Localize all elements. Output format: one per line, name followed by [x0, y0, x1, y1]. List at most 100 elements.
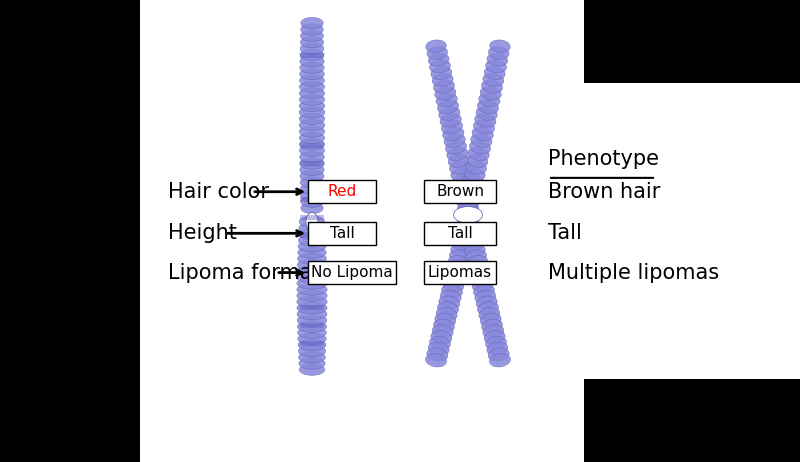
- FancyBboxPatch shape: [308, 261, 396, 284]
- Ellipse shape: [452, 174, 473, 188]
- Ellipse shape: [474, 114, 496, 127]
- Ellipse shape: [487, 53, 508, 66]
- Ellipse shape: [442, 120, 462, 134]
- Ellipse shape: [490, 354, 510, 367]
- Ellipse shape: [427, 47, 448, 59]
- Ellipse shape: [301, 196, 323, 207]
- Ellipse shape: [468, 147, 490, 161]
- FancyBboxPatch shape: [308, 222, 376, 245]
- Ellipse shape: [458, 201, 478, 214]
- Ellipse shape: [300, 36, 324, 48]
- Ellipse shape: [300, 164, 324, 176]
- Ellipse shape: [466, 154, 488, 167]
- Ellipse shape: [297, 296, 327, 308]
- FancyBboxPatch shape: [300, 322, 324, 328]
- Ellipse shape: [466, 161, 486, 174]
- Text: Hair color: Hair color: [168, 182, 269, 202]
- Ellipse shape: [430, 60, 450, 73]
- Ellipse shape: [432, 73, 453, 86]
- Ellipse shape: [438, 107, 460, 121]
- Ellipse shape: [434, 313, 456, 327]
- Ellipse shape: [450, 250, 470, 263]
- Ellipse shape: [464, 168, 485, 181]
- Ellipse shape: [460, 188, 481, 201]
- FancyBboxPatch shape: [424, 180, 496, 203]
- Ellipse shape: [301, 18, 323, 29]
- FancyBboxPatch shape: [300, 340, 324, 346]
- Text: Height: Height: [168, 223, 237, 243]
- Ellipse shape: [454, 232, 474, 246]
- Ellipse shape: [298, 247, 326, 258]
- Ellipse shape: [298, 259, 326, 271]
- FancyBboxPatch shape: [140, 0, 584, 462]
- Ellipse shape: [444, 273, 466, 286]
- Ellipse shape: [474, 290, 496, 304]
- Ellipse shape: [470, 134, 492, 147]
- Ellipse shape: [299, 94, 325, 105]
- Ellipse shape: [440, 114, 462, 127]
- Ellipse shape: [299, 151, 325, 163]
- Ellipse shape: [438, 100, 458, 114]
- Ellipse shape: [297, 309, 327, 320]
- Ellipse shape: [460, 227, 482, 240]
- Ellipse shape: [299, 145, 325, 156]
- Ellipse shape: [434, 87, 456, 100]
- Ellipse shape: [490, 40, 510, 53]
- Ellipse shape: [438, 302, 458, 315]
- Ellipse shape: [300, 176, 324, 188]
- Ellipse shape: [478, 308, 500, 321]
- Ellipse shape: [456, 195, 477, 207]
- Ellipse shape: [486, 60, 506, 73]
- Ellipse shape: [470, 273, 492, 286]
- FancyBboxPatch shape: [300, 304, 324, 310]
- Ellipse shape: [466, 250, 486, 263]
- Ellipse shape: [298, 327, 326, 338]
- Ellipse shape: [466, 255, 488, 269]
- Ellipse shape: [462, 238, 484, 251]
- Ellipse shape: [297, 315, 327, 326]
- Ellipse shape: [446, 261, 468, 274]
- Ellipse shape: [426, 40, 446, 53]
- Text: Red: Red: [327, 184, 357, 199]
- Ellipse shape: [299, 68, 325, 80]
- Ellipse shape: [430, 336, 450, 350]
- Ellipse shape: [298, 253, 326, 264]
- Ellipse shape: [446, 140, 466, 154]
- Ellipse shape: [458, 201, 478, 214]
- Ellipse shape: [459, 195, 480, 207]
- Ellipse shape: [455, 188, 476, 201]
- Ellipse shape: [458, 221, 480, 234]
- Ellipse shape: [464, 244, 486, 257]
- Ellipse shape: [446, 147, 468, 161]
- Ellipse shape: [297, 290, 327, 302]
- Ellipse shape: [298, 321, 326, 332]
- Ellipse shape: [431, 67, 452, 80]
- Ellipse shape: [462, 181, 482, 194]
- Ellipse shape: [300, 158, 324, 169]
- Ellipse shape: [426, 354, 446, 367]
- Ellipse shape: [474, 285, 494, 298]
- Ellipse shape: [438, 296, 460, 309]
- Circle shape: [454, 207, 482, 223]
- Ellipse shape: [299, 100, 325, 112]
- Ellipse shape: [484, 67, 505, 80]
- Ellipse shape: [440, 290, 462, 304]
- Text: No Lipoma: No Lipoma: [311, 265, 393, 280]
- Text: Tall: Tall: [548, 223, 582, 243]
- Ellipse shape: [298, 352, 326, 363]
- FancyBboxPatch shape: [300, 232, 324, 238]
- Ellipse shape: [472, 279, 494, 292]
- FancyBboxPatch shape: [300, 53, 324, 58]
- FancyBboxPatch shape: [584, 83, 800, 379]
- Ellipse shape: [300, 62, 324, 73]
- Ellipse shape: [444, 134, 466, 147]
- Ellipse shape: [451, 168, 472, 181]
- Ellipse shape: [462, 232, 482, 246]
- Ellipse shape: [299, 119, 325, 131]
- Ellipse shape: [300, 183, 324, 195]
- Ellipse shape: [297, 271, 327, 283]
- Ellipse shape: [430, 331, 452, 344]
- Ellipse shape: [301, 24, 323, 35]
- Ellipse shape: [442, 285, 462, 298]
- Ellipse shape: [470, 267, 490, 280]
